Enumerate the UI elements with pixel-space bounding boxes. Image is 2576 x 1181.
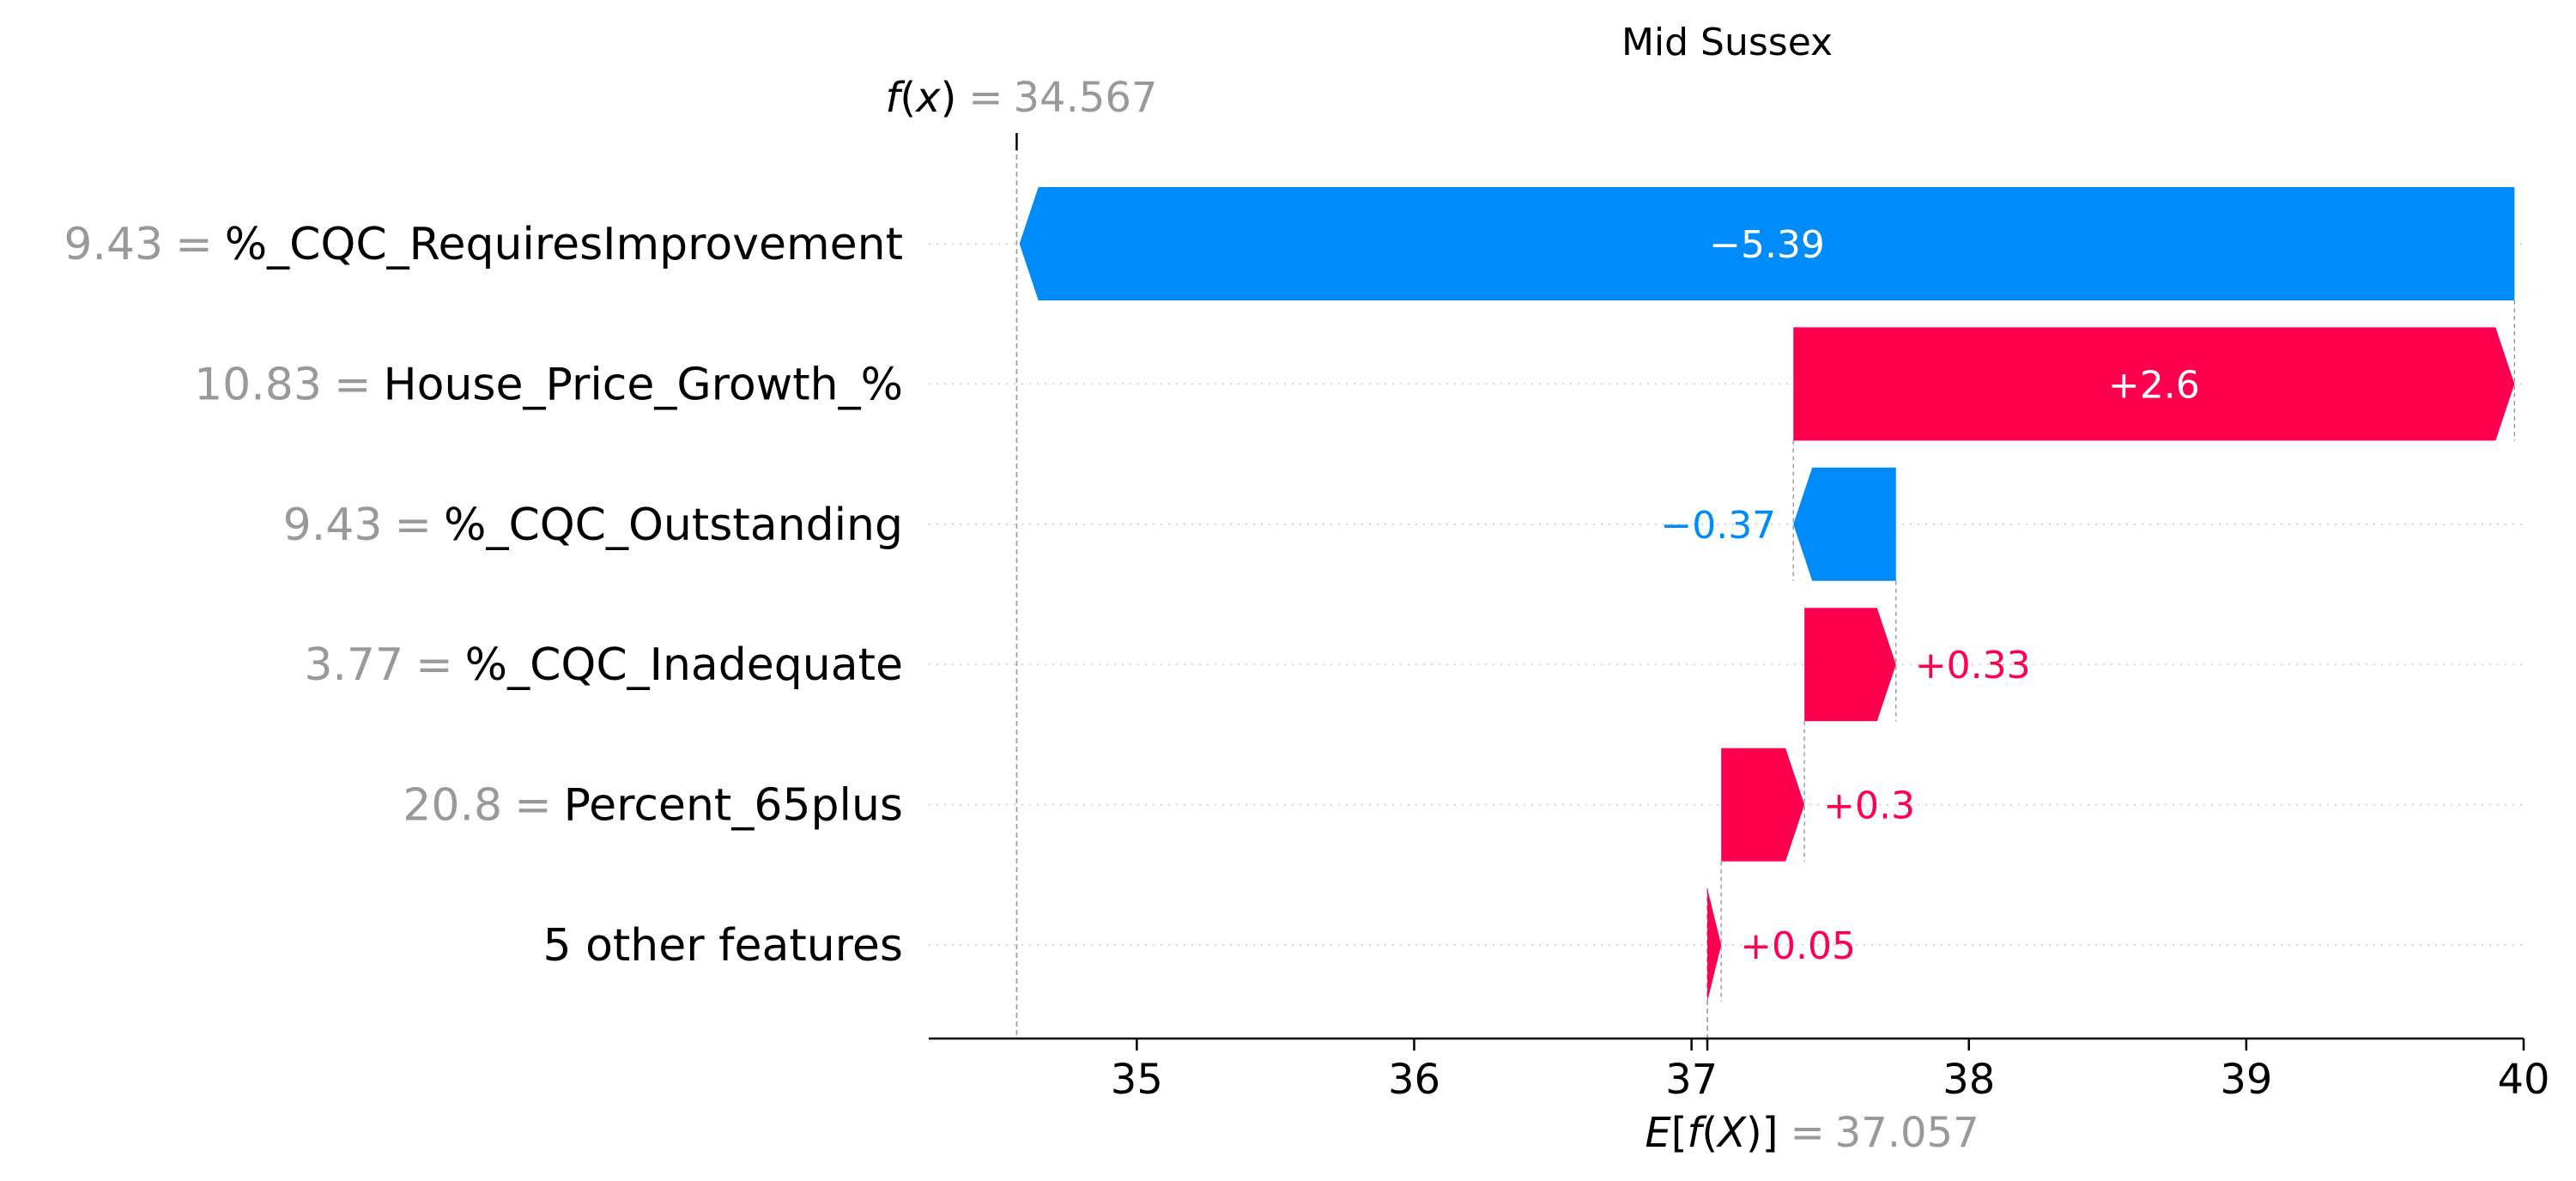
feature-label: 10.83 = House_Price_Growth_% bbox=[194, 359, 903, 410]
bars-layer bbox=[1019, 187, 2515, 1002]
feature-label: 9.43 = %_CQC_Outstanding bbox=[283, 500, 903, 551]
feature-value: 10.83 bbox=[194, 359, 322, 410]
bar-value-label: +0.05 bbox=[1740, 924, 1856, 968]
x-tick-label: 35 bbox=[1111, 1056, 1163, 1104]
x-tick-label: 36 bbox=[1388, 1056, 1440, 1104]
feature-name: %_CQC_Outstanding bbox=[444, 500, 903, 551]
bar-value-label: +2.6 bbox=[2108, 363, 2200, 407]
fx-label-open: ( bbox=[900, 74, 916, 122]
efx-label-E: E bbox=[1645, 1109, 1671, 1157]
efx-annotation: E[f(X)] = 37.057 bbox=[1645, 1109, 1979, 1157]
waterfall-bar bbox=[1721, 748, 1805, 862]
waterfall-bar bbox=[1793, 327, 2515, 441]
efx-label-X: X bbox=[1715, 1109, 1747, 1157]
efx-label-bracket-open: [ bbox=[1671, 1109, 1688, 1157]
feature-value: 20.8 bbox=[403, 780, 502, 832]
feature-value: 3.77 bbox=[304, 639, 403, 691]
efx-equals: = bbox=[1790, 1109, 1824, 1157]
feature-label: 5 other features bbox=[542, 920, 903, 972]
feature-equals: = bbox=[514, 780, 552, 832]
feature-labels-layer: −5.399.43 = %_CQC_RequiresImprovement+2.61… bbox=[64, 219, 2199, 972]
waterfall-bar bbox=[1707, 888, 1722, 1002]
waterfall-bar bbox=[1804, 608, 1896, 722]
bar-value-label: −5.39 bbox=[1709, 223, 1825, 267]
feature-equals: = bbox=[394, 500, 432, 551]
feature-name: %_CQC_RequiresImprovement bbox=[225, 219, 903, 270]
bar-value-label: −0.37 bbox=[1660, 504, 1776, 548]
efx-label-paren-open: ( bbox=[1701, 1109, 1718, 1157]
fx-annotation: f(x) = 34.567 bbox=[886, 74, 1158, 122]
efx-value: 37.057 bbox=[1835, 1109, 1979, 1157]
fx-equals: = bbox=[968, 74, 1003, 122]
feature-equals: = bbox=[175, 219, 213, 270]
feature-name: House_Price_Growth_% bbox=[384, 359, 903, 410]
chart-title: Mid Sussex bbox=[1621, 21, 1833, 64]
feature-label: 20.8 = Percent_65plus bbox=[403, 780, 903, 832]
bar-value-label: +0.3 bbox=[1823, 784, 1915, 828]
waterfall-bar bbox=[1019, 187, 2515, 300]
bar-value-label: +0.33 bbox=[1915, 644, 2031, 687]
feature-value: 9.43 bbox=[64, 219, 163, 270]
waterfall-bar bbox=[1793, 467, 1896, 581]
x-tick-label: 37 bbox=[1665, 1056, 1718, 1104]
feature-label: 9.43 = %_CQC_RequiresImprovement bbox=[64, 219, 903, 270]
svg-text:E[f(X)]=37.057: E[f(X)] = 37.057 bbox=[1645, 1109, 1979, 1157]
feature-name: 5 other features bbox=[542, 920, 903, 972]
feature-name: Percent_65plus bbox=[564, 780, 903, 832]
fx-label-close: ) bbox=[941, 74, 957, 122]
feature-equals: = bbox=[334, 359, 372, 410]
x-tick-label: 40 bbox=[2497, 1056, 2549, 1104]
feature-value: 9.43 bbox=[283, 500, 383, 551]
feature-label: 3.77 = %_CQC_Inadequate bbox=[304, 639, 903, 691]
x-axis: 35 36 37 38 39 40 bbox=[929, 1037, 2550, 1104]
efx-label-close: )] bbox=[1746, 1109, 1778, 1157]
fx-label-x: x bbox=[914, 74, 941, 122]
x-tick-label: 39 bbox=[2220, 1056, 2272, 1104]
svg-text:f(x)=34.567: f(x) = 34.567 bbox=[886, 74, 1158, 122]
feature-equals: = bbox=[415, 639, 453, 691]
x-tick-label: 38 bbox=[1943, 1056, 1995, 1104]
fx-value: 34.567 bbox=[1014, 74, 1158, 122]
feature-name: %_CQC_Inadequate bbox=[465, 639, 903, 691]
